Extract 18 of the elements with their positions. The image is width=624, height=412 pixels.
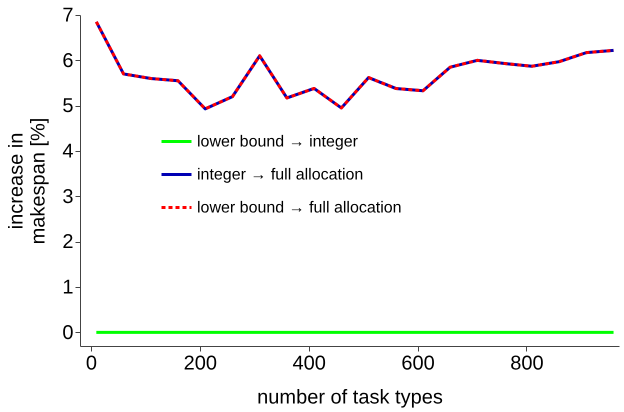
y-tick-label: 6	[62, 50, 74, 72]
x-tick-label: 400	[292, 352, 326, 374]
y-axis-title: increase in makespan [%]	[5, 118, 50, 244]
y-tick-label: 0	[62, 322, 74, 344]
y-tick-label: 2	[62, 231, 74, 254]
x-tick-label: 600	[401, 352, 435, 374]
legend-label: integer → full allocation	[197, 166, 364, 184]
y-tick-label: 7	[62, 4, 74, 26]
x-tick-label: 800	[510, 352, 544, 374]
y-tick-label: 3	[62, 186, 74, 208]
y-tick-label: 5	[62, 95, 74, 118]
legend-label: lower bound → integer	[197, 134, 359, 150]
x-tick-label: 200	[184, 352, 217, 374]
y-tick-label: 4	[62, 140, 74, 163]
y-tick-label: 1	[62, 276, 74, 299]
x-axis-title: number of task types	[257, 386, 443, 408]
legend-label: lower bound → full allocation	[197, 200, 402, 216]
x-tick-label: 0	[86, 352, 97, 374]
